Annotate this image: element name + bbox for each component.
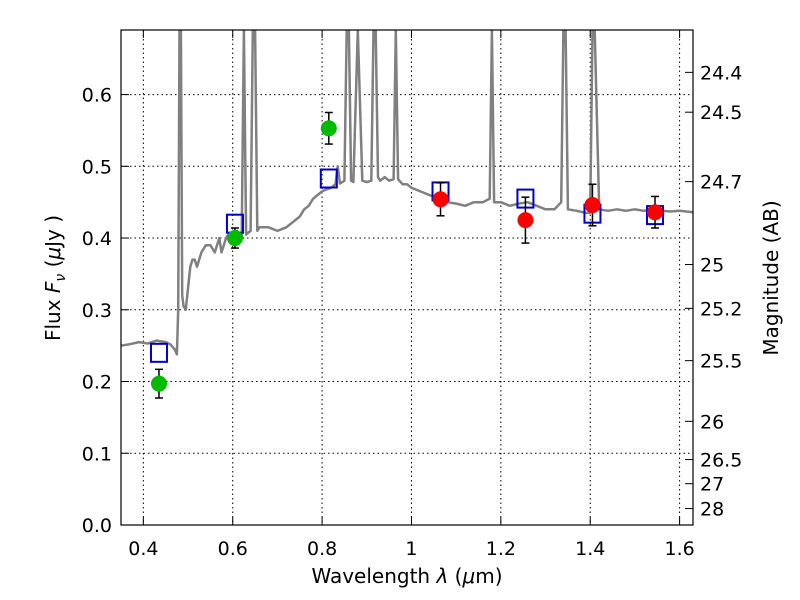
magnitude-tick-label: 24.5: [700, 102, 742, 124]
y-tick-label: 0.4: [82, 228, 112, 250]
magnitude-tick-label: 25.2: [700, 298, 742, 320]
photometry-point: [320, 120, 337, 137]
magnitude-tick-label: 28: [700, 499, 724, 521]
x-axis-label: Wavelength λ (μm): [311, 564, 502, 588]
photometry-point: [226, 230, 243, 247]
x-tick-label: 1.6: [664, 538, 694, 560]
y-tick-label: 0.6: [82, 85, 112, 107]
photometry-point: [432, 191, 449, 208]
y-tick-label: 0.5: [82, 156, 112, 178]
magnitude-tick-label: 24.4: [700, 62, 742, 84]
magnitude-tick-label: 26: [700, 411, 724, 433]
grid: [121, 30, 693, 526]
y-tick-label: 0.2: [82, 372, 112, 394]
x-tick-label: 1.4: [575, 538, 605, 560]
axis-tick-labels: 0.4 0.6 0.8 1 1.2 1.4 1.6 0.0 0.1 0.2 0.3 0.4 0.5 0.6…: [82, 62, 743, 560]
x-tick-label: 0.8: [307, 538, 337, 560]
magnitude-tick-label: 26.5: [700, 450, 742, 472]
series-layer: [121, 30, 693, 356]
x-tick-label: 0.4: [128, 538, 158, 560]
photometry-point: [517, 212, 534, 229]
y-tick-label: 0.0: [82, 515, 112, 537]
x-tick-label: 1: [405, 538, 417, 560]
axis-ticks: [121, 30, 693, 526]
magnitude-tick-label: 24.7: [700, 172, 742, 194]
photometry-point: [150, 375, 167, 392]
spectrum-line: [121, 30, 693, 356]
plot-background: [121, 30, 693, 525]
magnitude-tick-label: 25.5: [700, 351, 742, 373]
model-square-marker: [149, 342, 168, 363]
x-tick-label: 1.2: [486, 538, 516, 560]
model-square-marker: [319, 168, 338, 189]
photometry-point: [647, 204, 664, 221]
plot-frame: [120, 29, 694, 526]
y-tick-label: 0.3: [82, 300, 112, 322]
y-axis-label: Flux Fν (μJy ): [41, 215, 69, 341]
y-tick-label: 0.1: [82, 443, 112, 465]
marker-layer: [149, 111, 665, 399]
magnitude-axis-label: Magnitude (AB): [759, 200, 783, 355]
x-tick-label: 0.6: [218, 538, 248, 560]
magnitude-tick-label: 27: [700, 474, 724, 496]
photometry-point: [584, 197, 601, 214]
magnitude-tick-label: 25: [700, 255, 724, 277]
